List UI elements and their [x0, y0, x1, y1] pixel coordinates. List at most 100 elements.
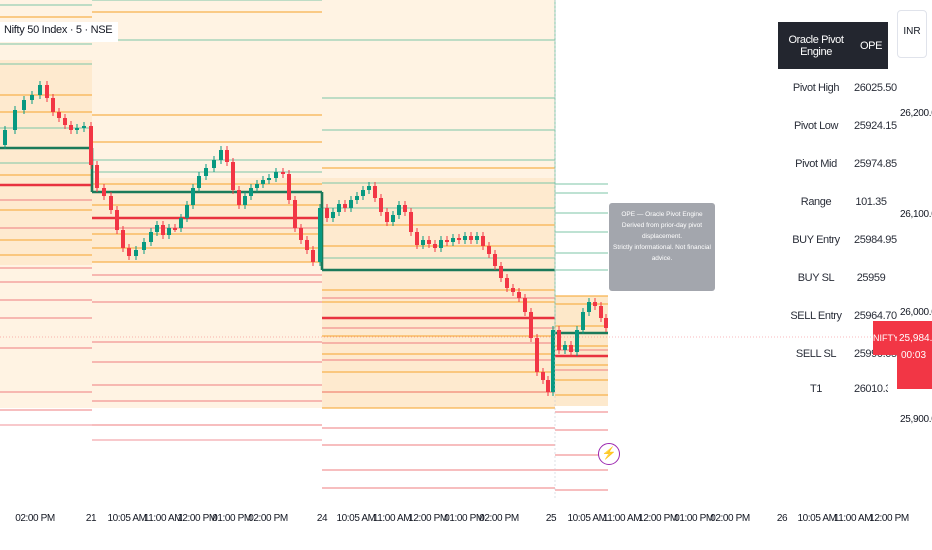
time-axis-label: 12:00 PM: [177, 513, 217, 524]
candle: [197, 176, 201, 188]
candle: [179, 218, 183, 228]
candle: [95, 165, 99, 188]
candle: [22, 100, 26, 110]
candle: [355, 196, 359, 200]
candle: [325, 208, 329, 218]
candle: [481, 236, 485, 246]
candle: [361, 190, 365, 196]
candle: [249, 188, 253, 196]
candle: [191, 188, 195, 205]
candle: [161, 225, 165, 235]
candle: [281, 172, 285, 174]
candle: [391, 215, 395, 222]
candle: [599, 306, 603, 318]
row-label: Pivot Mid: [795, 158, 837, 170]
candle: [337, 204, 341, 212]
time-axis-label: 10:05 AM: [567, 513, 607, 524]
row-value: 26025.50: [854, 82, 897, 94]
candle: [493, 254, 497, 266]
price-tick: 25,900.00: [900, 414, 932, 425]
time-axis-label: 01:00 PM: [674, 513, 714, 524]
symbol-title[interactable]: Nifty 50 Index · 5 · NSE: [0, 22, 119, 42]
candle: [287, 174, 291, 200]
candle: [445, 240, 449, 242]
candle: [318, 208, 322, 262]
symbol-price-tag: NIFTY: [873, 321, 897, 355]
tooltip-line-1: Derived from prior-day pivot displacemen…: [621, 222, 703, 240]
candle: [149, 232, 153, 242]
candle: [109, 196, 113, 210]
table-row: Range 101.35: [778, 183, 888, 221]
countdown-timer: 00:03: [901, 350, 927, 361]
candle: [255, 184, 259, 188]
time-axis-label: 12:00 PM: [638, 513, 678, 524]
candle: [451, 238, 455, 242]
table-title: Oracle Pivot Engine: [788, 33, 844, 58]
candle: [463, 236, 467, 240]
candle: [421, 240, 425, 245]
time-axis-label: 10:05 AM: [107, 513, 147, 524]
row-value: 25959: [856, 272, 886, 284]
candle: [134, 250, 138, 256]
last-price-tag: 25,984.10 00:03: [897, 321, 932, 389]
price-tick: 26,000.00: [900, 307, 932, 318]
candle: [261, 180, 265, 184]
candle: [204, 168, 208, 176]
candle: [546, 380, 550, 392]
candle: [331, 212, 335, 218]
currency-selector[interactable]: INR: [897, 10, 927, 58]
time-axis-label: 11:00 AM: [372, 513, 412, 524]
candle: [311, 250, 315, 262]
time-axis-label: 12:00 PM: [408, 513, 448, 524]
candle: [557, 330, 561, 350]
candle: [155, 225, 159, 232]
table-row: T1 26010.30: [778, 373, 888, 395]
candle: [274, 172, 278, 178]
lightning-bolt-icon[interactable]: ⚡: [598, 443, 620, 465]
candle: [237, 190, 241, 205]
last-price-value: 25,984.10: [899, 333, 932, 344]
candle: [427, 240, 431, 244]
candle: [13, 110, 17, 130]
candle: [535, 338, 539, 372]
candle: [349, 200, 353, 208]
indicator-tooltip: OPE — Oracle Pivot Engine Derived from p…: [609, 203, 715, 291]
tooltip-line-2: Strictly informational. Not financial ad…: [613, 244, 711, 262]
time-axis-label: 02:00 PM: [710, 513, 750, 524]
candle: [225, 150, 229, 162]
candle: [299, 228, 303, 240]
table-row: BUY SL 25959: [778, 259, 888, 297]
candle: [487, 246, 491, 254]
candle: [604, 318, 608, 328]
row-label: Range: [800, 196, 832, 208]
pivot-info-table: Oracle Pivot Engine OPE Pivot High 26025.…: [778, 22, 897, 395]
candle: [45, 85, 49, 98]
candle: [243, 196, 247, 205]
time-axis-label: 21: [85, 513, 97, 524]
candle: [69, 125, 73, 130]
candle: [167, 228, 171, 235]
candle: [385, 212, 389, 222]
time-axis-label: 11:00 AM: [602, 513, 642, 524]
time-axis-label: 26: [776, 513, 788, 524]
candle: [57, 112, 61, 118]
candle: [529, 312, 533, 338]
candle: [409, 212, 413, 232]
time-axis-label: 02:00 PM: [248, 513, 288, 524]
candle: [511, 288, 515, 292]
candle: [343, 204, 347, 208]
time-axis-label: 10:05 AM: [336, 513, 376, 524]
row-value: 26010.30: [854, 383, 888, 395]
candle: [517, 292, 521, 298]
time-axis-label: 02:00 PM: [479, 513, 519, 524]
candle: [121, 230, 125, 248]
candle: [569, 345, 573, 352]
candle: [127, 248, 131, 256]
row-value: 25924.15: [854, 120, 897, 132]
candle: [219, 150, 223, 160]
table-row: BUY Entry 25984.95: [778, 221, 897, 259]
row-value: 25984.95: [854, 234, 897, 246]
candle: [593, 302, 597, 306]
row-label: T1: [809, 383, 823, 395]
